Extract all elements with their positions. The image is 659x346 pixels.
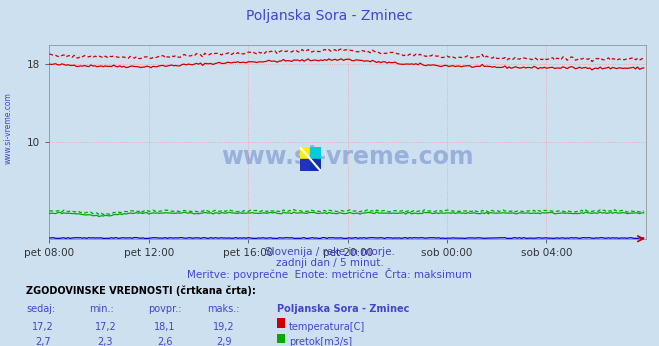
Bar xyxy=(310,159,321,171)
Text: povpr.:: povpr.: xyxy=(148,304,182,315)
Bar xyxy=(300,159,310,171)
Bar xyxy=(300,147,310,159)
Text: sedaj:: sedaj: xyxy=(26,304,55,315)
Bar xyxy=(310,147,321,159)
Text: zadnji dan / 5 minut.: zadnji dan / 5 minut. xyxy=(275,258,384,268)
Text: 18,1: 18,1 xyxy=(154,322,175,332)
Text: 2,3: 2,3 xyxy=(98,337,113,346)
Text: Poljanska Sora - Zminec: Poljanska Sora - Zminec xyxy=(246,9,413,22)
Text: Meritve: povprečne  Enote: metrične  Črta: maksimum: Meritve: povprečne Enote: metrične Črta:… xyxy=(187,268,472,280)
Text: 19,2: 19,2 xyxy=(214,322,235,332)
Text: 2,6: 2,6 xyxy=(157,337,173,346)
Text: www.si-vreme.com: www.si-vreme.com xyxy=(221,145,474,169)
Text: 2,7: 2,7 xyxy=(35,337,51,346)
Text: temperatura[C]: temperatura[C] xyxy=(289,322,365,332)
Text: 17,2: 17,2 xyxy=(94,322,117,332)
Text: min.:: min.: xyxy=(89,304,114,315)
Text: www.si-vreme.com: www.si-vreme.com xyxy=(3,92,13,164)
Text: Slovenija / reke in morje.: Slovenija / reke in morje. xyxy=(264,247,395,257)
Text: ZGODOVINSKE VREDNOSTI (črtkana črta):: ZGODOVINSKE VREDNOSTI (črtkana črta): xyxy=(26,285,256,296)
Text: 17,2: 17,2 xyxy=(32,322,54,332)
Text: maks.:: maks.: xyxy=(208,304,240,315)
Text: pretok[m3/s]: pretok[m3/s] xyxy=(289,337,352,346)
Text: 2,9: 2,9 xyxy=(216,337,232,346)
Text: Poljanska Sora - Zminec: Poljanska Sora - Zminec xyxy=(277,304,409,315)
